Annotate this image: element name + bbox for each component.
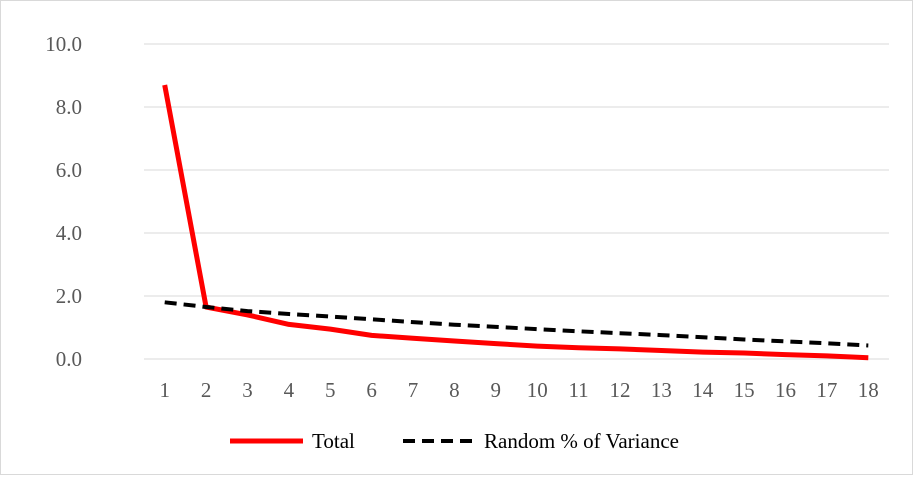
- x-tick-label: 9: [491, 378, 502, 402]
- y-tick-label: 4.0: [56, 221, 82, 245]
- x-tick-label: 14: [692, 378, 714, 402]
- x-tick-label: 16: [775, 378, 796, 402]
- x-tick-label: 6: [366, 378, 377, 402]
- y-tick-label: 8.0: [56, 95, 82, 119]
- x-tick-label: 10: [527, 378, 548, 402]
- series-lines: [165, 85, 869, 358]
- y-axis-ticks: 0.0 2.0 4.0 6.0 8.0 10.0: [45, 32, 82, 371]
- y-tick-label: 10.0: [45, 32, 82, 56]
- x-tick-label: 15: [734, 378, 755, 402]
- legend: Total Random % of Variance: [230, 429, 679, 453]
- series-line-total: [165, 85, 869, 358]
- x-tick-label: 17: [816, 378, 837, 402]
- x-tick-label: 2: [201, 378, 212, 402]
- x-tick-label: 18: [858, 378, 879, 402]
- y-tick-label: 2.0: [56, 284, 82, 308]
- x-tick-label: 1: [159, 378, 170, 402]
- series-line-random-variance: [165, 302, 869, 345]
- x-tick-label: 3: [242, 378, 253, 402]
- x-tick-label: 4: [284, 378, 295, 402]
- x-tick-label: 7: [408, 378, 419, 402]
- x-tick-label: 5: [325, 378, 336, 402]
- y-tick-label: 6.0: [56, 158, 82, 182]
- x-tick-label: 11: [568, 378, 588, 402]
- legend-label: Total: [312, 429, 355, 453]
- gridlines: [144, 44, 889, 359]
- x-tick-label: 12: [609, 378, 630, 402]
- x-tick-label: 8: [449, 378, 460, 402]
- legend-label: Random % of Variance: [484, 429, 679, 453]
- x-tick-label: 13: [651, 378, 672, 402]
- y-tick-label: 0.0: [56, 347, 82, 371]
